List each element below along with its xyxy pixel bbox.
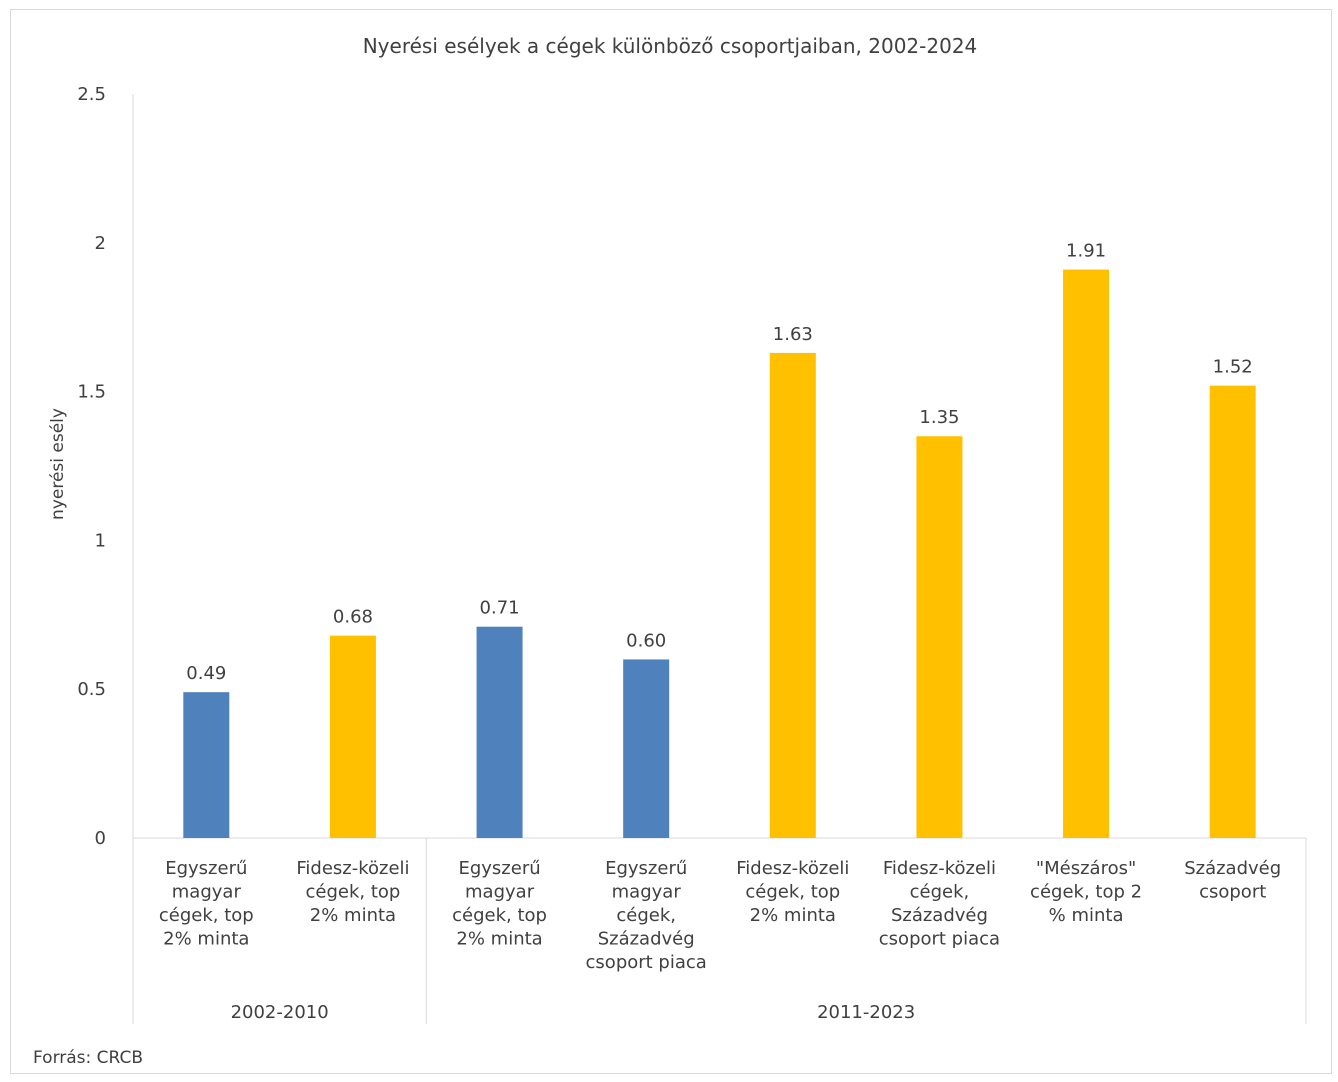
category-label: Egyszerű magyar cégek, top 2% minta [452,858,547,950]
data-label: 0.60 [626,630,666,651]
category-labels: Egyszerű magyar cégek, top 2% minta Fidesz-k… [159,858,1281,973]
group-label: 2011-2023 [817,1002,915,1023]
y-axis-ticks: 0 0.5 1 1.5 2 2.5 [77,84,106,849]
category-label: Fidesz-közeli cégek, top 2% minta [736,858,849,926]
y-tick-label: 1 [95,530,106,551]
bar [183,692,230,838]
chart-title: Nyerési esélyek a cégek különböző csopor… [363,34,978,58]
group-labels: 2002-2010 2011-2023 [231,1002,916,1023]
y-tick-label: 2 [95,233,106,254]
y-tick-label: 2.5 [77,84,106,105]
bar [623,659,670,838]
y-tick-label: 0 [95,828,106,849]
axes [132,94,1307,1024]
bar [329,635,376,838]
category-label: Egyszerű magyar cégek, top 2% minta [159,858,254,950]
data-label: 1.91 [1066,241,1106,262]
data-label: 1.63 [773,324,813,345]
category-label: Fidesz-közeli cégek, Századvég csoport piac… [879,858,1000,950]
y-axis-title: nyerési esély [48,408,68,520]
bar [1063,269,1110,839]
y-tick-label: 1.5 [77,382,106,403]
group-label: 2002-2010 [231,1002,329,1023]
data-label: 0.71 [480,598,520,619]
data-label: 1.52 [1213,357,1253,378]
category-label: Századvég csoport [1184,858,1281,903]
data-label: 1.35 [919,407,959,428]
bars [183,269,1256,839]
category-label: Egyszerű magyar cégek, Századvég csoport pia… [586,858,707,973]
chart-frame [10,9,1332,1074]
source-note: Forrás: CRCB [33,1048,143,1068]
data-labels: 0.49 0.68 0.71 0.60 1.63 1.35 1.91 1.52 [186,241,1252,685]
bar [476,626,523,838]
data-label: 0.49 [186,663,226,684]
category-label: Fidesz-közeli cégek, top 2% minta [296,858,409,926]
bar [769,352,816,838]
y-tick-label: 0.5 [77,679,106,700]
category-label: "Mészáros" cégek, top 2% minta [1030,858,1142,926]
data-label: 0.68 [333,607,373,628]
bar [1209,385,1256,838]
bar [916,436,963,838]
